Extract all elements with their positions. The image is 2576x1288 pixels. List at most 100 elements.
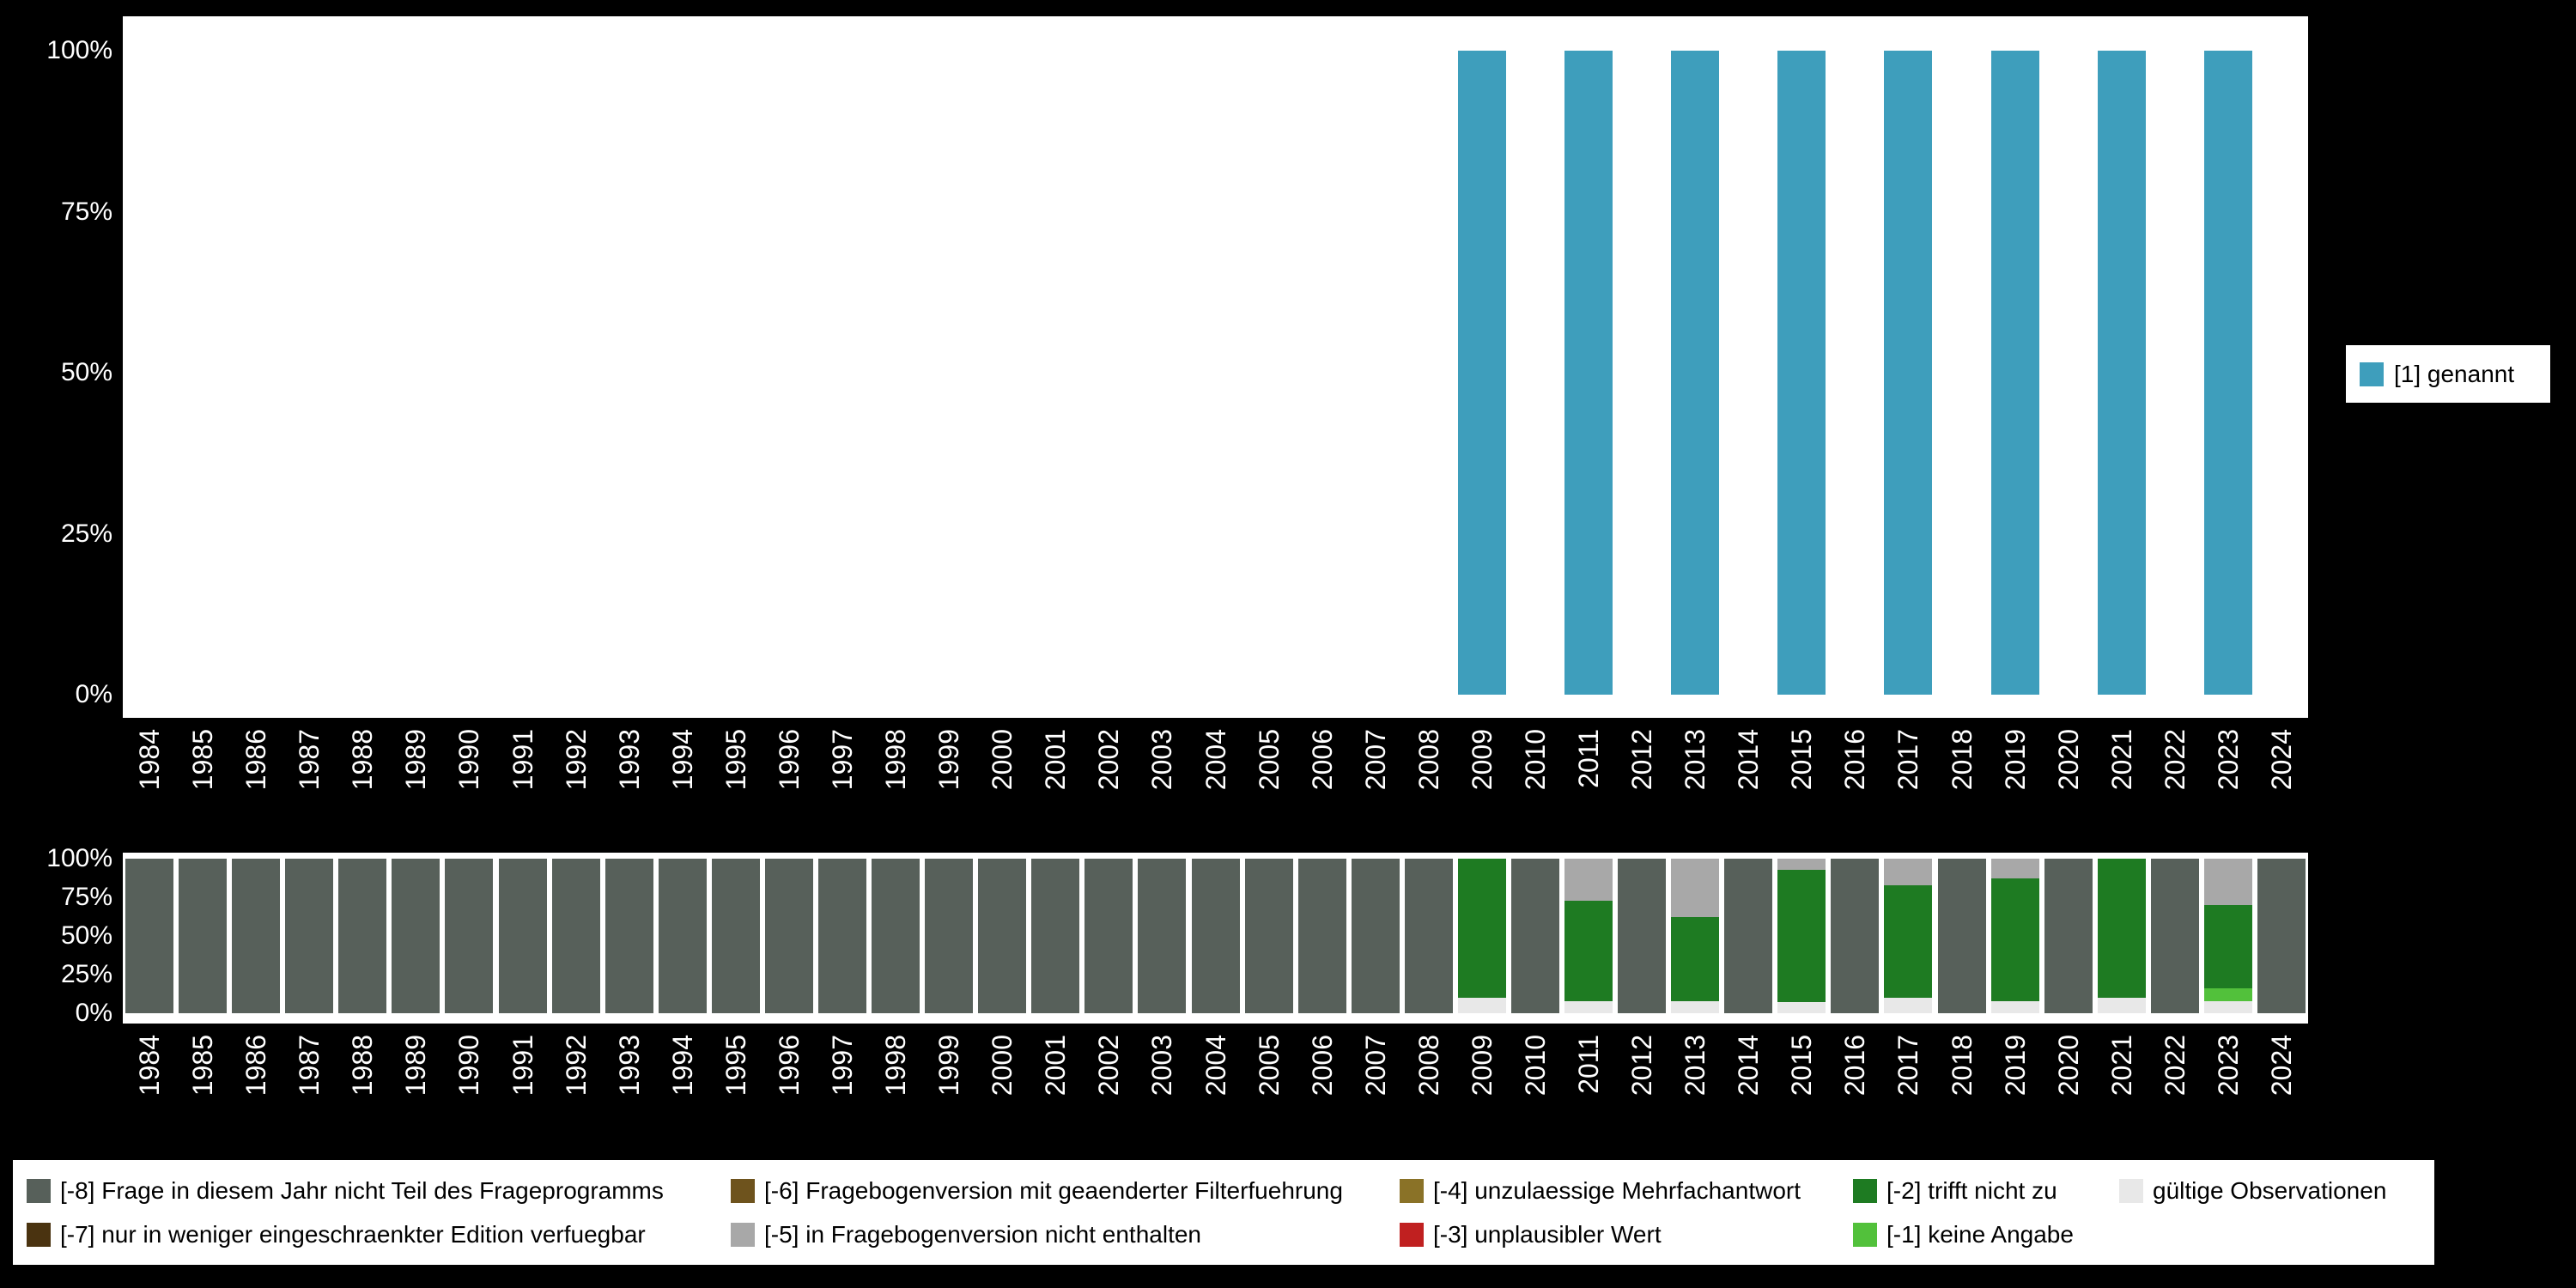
bar-segment (1138, 859, 1187, 1013)
x-axis-tick-label: 2015 (1786, 729, 1818, 791)
bar-segment (125, 859, 174, 1013)
bar (1777, 51, 1826, 695)
bar-segment (817, 859, 866, 1013)
bar-segment (179, 859, 228, 1013)
x-axis-tick-label: 1989 (400, 1035, 432, 1097)
bar-segment (1618, 859, 1667, 1013)
legend-swatch-genannt (2360, 361, 2384, 386)
bar (1990, 51, 2039, 695)
x-axis-tick-label: 1993 (613, 729, 645, 791)
x-axis-tick-label: 2002 (1093, 1035, 1125, 1097)
bar-segment (1564, 859, 1613, 901)
bar-segment (2044, 859, 2093, 1013)
x-axis-tick-label: 2004 (1200, 1035, 1231, 1097)
bar (2097, 51, 2146, 695)
legend-swatch (1400, 1222, 1424, 1247)
bar-segment (1084, 859, 1133, 1013)
x-axis-tick-label: 1986 (240, 1035, 272, 1097)
legend-label: [-3] unplausibler Wert (1433, 1220, 1662, 1248)
bar-segment (1990, 1000, 2039, 1013)
x-axis-tick-label: 1988 (347, 1035, 379, 1097)
bar-segment (2097, 859, 2146, 998)
x-axis-tick-label: 2014 (1733, 729, 1765, 791)
x-axis-tick-label: 1984 (134, 729, 166, 791)
x-axis-tick-label: 1999 (933, 1035, 965, 1097)
x-axis-tick-label: 1990 (453, 729, 485, 791)
bar-segment (1244, 859, 1293, 1013)
bar-segment (1884, 998, 1933, 1013)
legend-label: [-7] nur in weniger eingeschraenkter Edi… (60, 1220, 646, 1248)
legend-swatch (731, 1178, 755, 1203)
bar-segment (498, 859, 547, 1013)
x-axis-tick-label: 2001 (1040, 1035, 1072, 1097)
legend-item: [-5] in Fragebogenversion nicht enthalte… (731, 1221, 1400, 1249)
x-axis-tick-label: 1987 (294, 1035, 325, 1097)
x-axis-tick-label: 2018 (1946, 1035, 1978, 1097)
y-axis-tick-label: 0% (75, 999, 112, 1027)
x-axis-tick-label: 2005 (1253, 1035, 1285, 1097)
x-axis-tick-label: 1996 (773, 729, 805, 791)
x-axis-tick-label: 2008 (1413, 1035, 1444, 1097)
x-axis-tick-label: 2006 (1306, 729, 1338, 791)
legend-label: [-6] Fragebogenversion mit geaenderter F… (764, 1176, 1343, 1204)
bar-segment (1777, 869, 1826, 1003)
x-axis-tick-label: 2000 (987, 729, 1018, 791)
bar-segment (2097, 998, 2146, 1013)
x-axis-tick-label: 2000 (987, 1035, 1018, 1097)
x-axis-tick-label: 2021 (2105, 729, 2137, 791)
x-axis-tick-label: 2006 (1306, 1035, 1338, 1097)
x-axis-tick-label: 2002 (1093, 729, 1125, 791)
x-axis-tick-label: 1991 (507, 729, 538, 791)
x-axis-tick-label: 2024 (2265, 1035, 2297, 1097)
x-axis-tick-label: 2010 (1519, 1035, 1551, 1097)
x-axis-tick-label: 2016 (1839, 1035, 1871, 1097)
x-axis-tick-label: 1995 (720, 729, 751, 791)
bar-segment (1671, 917, 1720, 1001)
x-axis-tick-label: 1991 (507, 1035, 538, 1097)
x-axis-tick-label: 1984 (134, 1035, 166, 1097)
y-axis-tick-label: 25% (60, 519, 112, 548)
x-axis-tick-label: 2018 (1946, 729, 1978, 791)
x-axis-tick-label: 2008 (1413, 729, 1444, 791)
bar-segment (2203, 1000, 2252, 1013)
x-axis-tick-label: 2003 (1146, 729, 1178, 791)
bar-segment (1831, 859, 1880, 1013)
y-axis-tick-label: 75% (60, 883, 112, 911)
x-axis-tick-label: 1997 (826, 729, 858, 791)
legend-swatch (2119, 1178, 2143, 1203)
bar-segment (1457, 998, 1506, 1013)
bar-segment (1990, 878, 2039, 1001)
bar-segment (2203, 988, 2252, 1001)
bar-segment (1777, 1002, 1826, 1013)
x-axis-tick-label: 1986 (240, 729, 272, 791)
bar-segment (711, 859, 760, 1013)
distribution-chart-plot-area (123, 16, 2308, 718)
legend-swatch (1853, 1222, 1877, 1247)
x-axis-tick-label: 1985 (187, 1035, 219, 1097)
bar (1564, 51, 1613, 695)
legend-label: [-2] trifft nicht zu (1886, 1176, 2057, 1204)
legend-label: [-4] unzulaessige Mehrfachantwort (1433, 1176, 1801, 1204)
x-axis-tick-label: 1997 (826, 1035, 858, 1097)
x-axis-tick-label: 1993 (613, 1035, 645, 1097)
x-axis-tick-label: 2015 (1786, 1035, 1818, 1097)
y-axis-tick-label: 50% (60, 358, 112, 386)
x-axis-tick-label: 2011 (1573, 1035, 1604, 1094)
bar-segment (1351, 859, 1400, 1013)
x-axis-tick-label: 1990 (453, 1035, 485, 1097)
bar (1884, 51, 1933, 695)
x-axis-tick-label: 2014 (1733, 1035, 1765, 1097)
x-axis-tick-label: 2007 (1359, 729, 1391, 791)
bar (2203, 51, 2252, 695)
x-axis-tick-label: 1998 (880, 1035, 912, 1097)
legend-label-genannt: [1] genannt (2394, 360, 2515, 387)
legend-swatch (731, 1222, 755, 1247)
x-axis-tick-label: 1996 (773, 1035, 805, 1097)
bar-segment (1191, 859, 1240, 1013)
bar-segment (978, 859, 1027, 1013)
x-axis-tick-label: 2005 (1253, 729, 1285, 791)
bar-segment (2257, 859, 2306, 1013)
x-axis-tick-label: 2022 (2159, 1035, 2190, 1097)
legend-swatch (1400, 1178, 1424, 1203)
x-axis-tick-label: 1995 (720, 1035, 751, 1097)
